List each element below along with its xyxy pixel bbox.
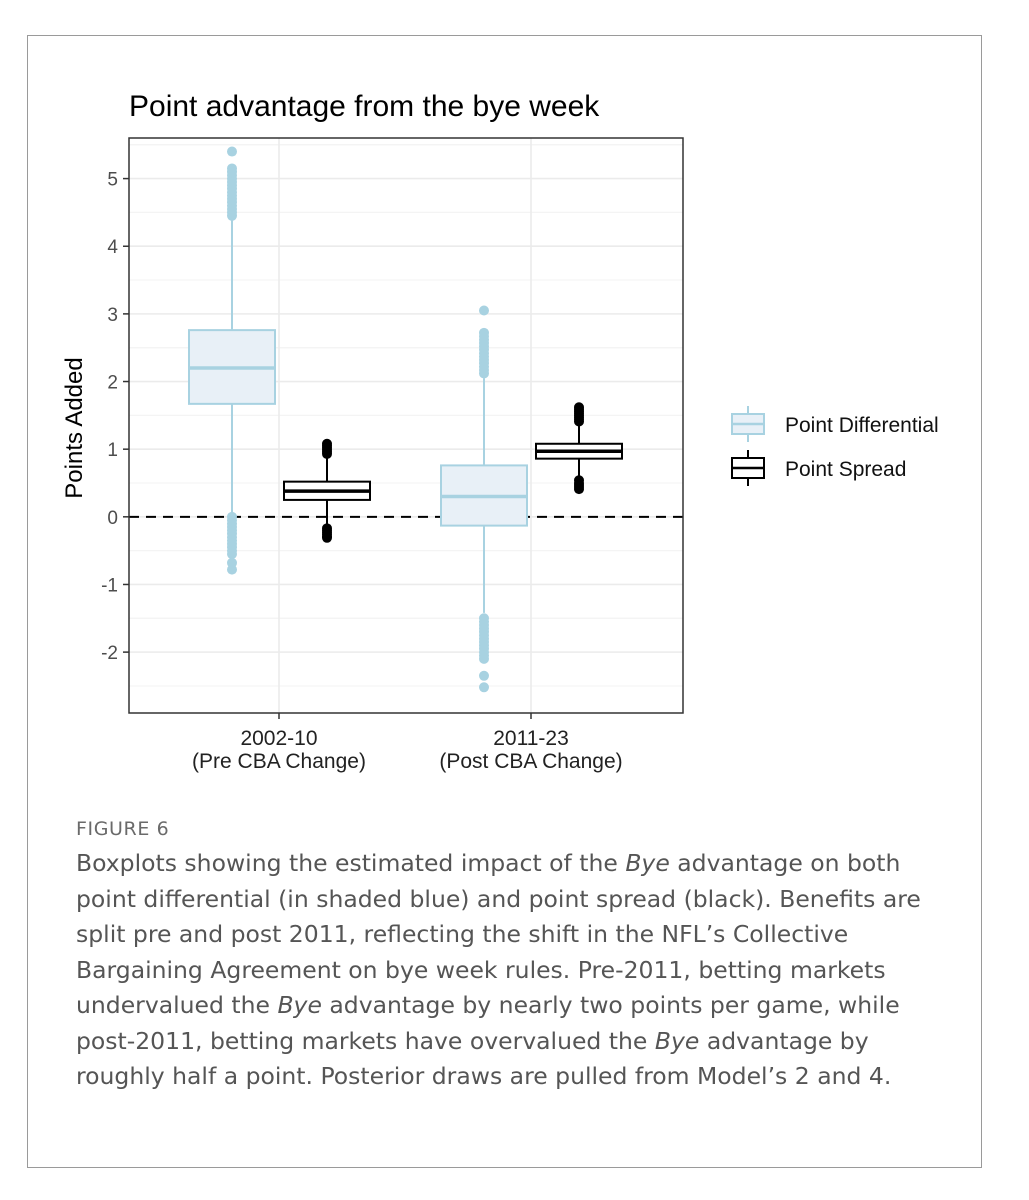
legend-key-point-spread: Point Spread bbox=[731, 450, 906, 486]
y-tick-label: 5 bbox=[107, 170, 118, 191]
outlier-point bbox=[574, 484, 584, 495]
point-differential-box bbox=[188, 146, 276, 575]
outlier-point bbox=[479, 368, 489, 379]
caption-emphasis: Bye bbox=[625, 849, 670, 877]
caption-emphasis: Bye bbox=[654, 1026, 700, 1055]
outlier-point bbox=[227, 549, 237, 560]
outlier-point bbox=[479, 653, 489, 664]
x-tick-label: 2002-10 bbox=[240, 727, 317, 750]
x-tick-sublabel: (Pre CBA Change) bbox=[192, 750, 366, 773]
figure-label: FIGURE 6 bbox=[76, 818, 170, 840]
point-spread-box bbox=[535, 402, 623, 495]
outlier-point bbox=[227, 564, 237, 575]
boxes bbox=[188, 146, 623, 693]
point-differential-box bbox=[440, 305, 528, 693]
y-tick-label: -1 bbox=[101, 575, 118, 596]
caption-segment: advantage by nearly two points per game,… bbox=[76, 991, 900, 1055]
caption-segment: advantage on both point differential (in… bbox=[76, 849, 921, 1019]
y-tick-label: 0 bbox=[107, 508, 118, 529]
y-tick-label: 3 bbox=[107, 305, 118, 326]
legend: Point Differential Point Spread bbox=[731, 406, 939, 486]
outlier-point bbox=[479, 670, 489, 681]
y-tick-label: 1 bbox=[107, 440, 118, 461]
x-tick-sublabel: (Post CBA Change) bbox=[439, 750, 622, 773]
legend-key-point-differential: Point Differential bbox=[731, 406, 939, 442]
boxplot-chart: Point advantage from the bye week -2 -1 0 1… bbox=[61, 90, 939, 773]
outlier-point bbox=[322, 532, 332, 543]
plot-panel-border bbox=[128, 137, 684, 714]
point-spread-box bbox=[283, 438, 371, 543]
y-tick-label: 2 bbox=[107, 373, 118, 394]
y-tick-label: 4 bbox=[107, 237, 118, 258]
axes: -2 -1 0 1 2 3 4 5 2002-10(Pre CBA Change) 2011-23… bbox=[101, 170, 623, 773]
y-axis-label: Points Added bbox=[61, 357, 88, 498]
y-tick-label: -2 bbox=[101, 643, 118, 664]
caption-segment: Boxplots showing the estimated impact of… bbox=[76, 849, 626, 877]
legend-label: Point Differential bbox=[785, 414, 939, 437]
figure-caption: Boxplots showing the estimated impact of… bbox=[76, 846, 956, 1095]
figure-frame bbox=[27, 35, 982, 1168]
grid bbox=[129, 138, 683, 713]
outlier-point bbox=[479, 305, 489, 316]
outlier-point bbox=[479, 682, 489, 693]
outlier-point bbox=[574, 416, 584, 427]
legend-label: Point Spread bbox=[785, 458, 906, 481]
caption-segment: advantage by roughly half a point. Poste… bbox=[76, 1026, 892, 1091]
caption-emphasis: Bye bbox=[277, 991, 322, 1019]
chart-title: Point advantage from the bye week bbox=[129, 90, 600, 123]
outlier-point bbox=[227, 210, 237, 221]
x-tick-label: 2011-23 bbox=[493, 727, 569, 750]
outlier-point bbox=[227, 146, 237, 157]
outlier-point bbox=[322, 448, 332, 459]
